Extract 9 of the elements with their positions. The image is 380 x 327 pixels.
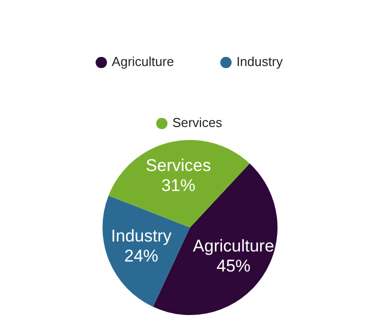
slice-label: Industry	[111, 226, 172, 246]
legend-label: Agriculture	[112, 54, 174, 70]
data-label: 31%	[161, 176, 196, 195]
data-label: 24%	[124, 246, 158, 266]
data-label: 45%	[216, 256, 251, 276]
slice-label: Agriculture	[192, 236, 274, 256]
legend-label: Industry	[236, 54, 284, 70]
slice-label: Services	[146, 156, 211, 175]
legend-label: Services	[172, 115, 223, 130]
